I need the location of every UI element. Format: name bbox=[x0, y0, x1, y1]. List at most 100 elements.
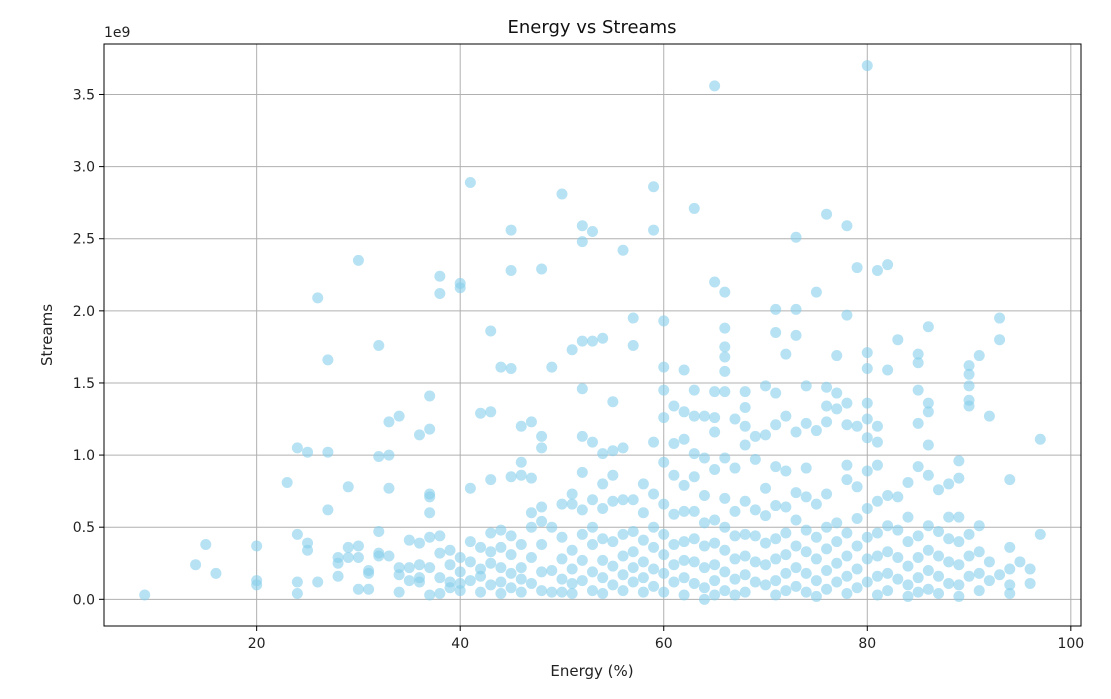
data-point bbox=[617, 550, 629, 562]
data-point bbox=[739, 420, 751, 432]
data-point bbox=[709, 575, 721, 587]
data-point bbox=[505, 471, 517, 483]
data-point bbox=[841, 474, 853, 486]
data-point bbox=[536, 515, 548, 527]
data-point bbox=[1004, 588, 1016, 600]
data-point bbox=[597, 332, 609, 344]
data-point bbox=[566, 588, 578, 600]
data-point bbox=[566, 577, 578, 589]
data-point bbox=[994, 312, 1006, 324]
data-point bbox=[627, 526, 639, 538]
data-point bbox=[597, 572, 609, 584]
data-point bbox=[352, 540, 364, 552]
data-point bbox=[841, 527, 853, 539]
data-point bbox=[413, 537, 425, 549]
data-point bbox=[1024, 577, 1036, 589]
data-point bbox=[383, 482, 395, 494]
data-point bbox=[434, 547, 446, 559]
data-point bbox=[963, 550, 975, 562]
data-point bbox=[505, 264, 517, 276]
data-point bbox=[790, 580, 802, 592]
data-point bbox=[678, 505, 690, 517]
data-point bbox=[597, 478, 609, 490]
data-point bbox=[627, 576, 639, 588]
data-point bbox=[943, 556, 955, 568]
data-point bbox=[607, 579, 619, 591]
data-point bbox=[536, 263, 548, 275]
data-point bbox=[658, 498, 670, 510]
data-point bbox=[403, 575, 415, 587]
data-point bbox=[729, 505, 741, 517]
x-tick-label: 40 bbox=[451, 636, 469, 652]
x-tick-label: 60 bbox=[655, 636, 673, 652]
data-point bbox=[546, 564, 558, 576]
data-point bbox=[515, 420, 527, 432]
data-point bbox=[434, 288, 446, 300]
data-point bbox=[444, 582, 456, 594]
data-point bbox=[342, 541, 354, 553]
data-point bbox=[668, 559, 680, 571]
data-point bbox=[933, 526, 945, 538]
data-point bbox=[719, 521, 731, 533]
data-point bbox=[413, 429, 425, 441]
data-point bbox=[556, 531, 568, 543]
data-point bbox=[841, 397, 853, 409]
data-point bbox=[902, 560, 914, 572]
data-point bbox=[861, 347, 873, 359]
data-point bbox=[475, 541, 487, 553]
data-point bbox=[831, 517, 843, 529]
data-point bbox=[454, 566, 466, 578]
data-point bbox=[342, 481, 354, 493]
data-point bbox=[587, 494, 598, 506]
data-point bbox=[770, 326, 782, 338]
data-point bbox=[576, 575, 588, 587]
data-point bbox=[648, 580, 660, 592]
data-point bbox=[678, 572, 690, 584]
data-point bbox=[709, 464, 721, 476]
y-tick-label: 3.5 bbox=[73, 87, 95, 103]
data-point bbox=[760, 510, 772, 522]
data-point bbox=[556, 573, 568, 585]
data-point bbox=[648, 521, 660, 533]
data-point bbox=[780, 410, 792, 422]
data-point bbox=[556, 586, 568, 598]
data-point bbox=[760, 559, 772, 571]
data-point bbox=[302, 544, 314, 556]
data-point bbox=[525, 472, 537, 484]
data-point bbox=[841, 220, 853, 232]
data-point bbox=[871, 589, 883, 601]
data-point bbox=[851, 481, 863, 493]
data-point bbox=[495, 562, 507, 574]
data-point bbox=[566, 344, 578, 356]
grid bbox=[104, 44, 1081, 626]
data-point bbox=[576, 504, 588, 516]
data-point bbox=[770, 533, 782, 545]
data-point bbox=[922, 564, 934, 576]
data-point bbox=[973, 567, 985, 579]
data-point bbox=[861, 465, 873, 477]
data-point bbox=[770, 500, 782, 512]
data-point bbox=[882, 259, 894, 271]
data-point bbox=[800, 491, 812, 503]
data-point bbox=[373, 339, 385, 351]
data-point bbox=[393, 586, 405, 598]
data-point bbox=[434, 530, 446, 542]
data-point bbox=[464, 556, 476, 568]
data-point bbox=[251, 579, 263, 591]
data-point bbox=[678, 433, 690, 445]
data-point bbox=[933, 570, 945, 582]
data-point bbox=[851, 420, 863, 432]
data-point bbox=[882, 364, 894, 376]
data-point bbox=[760, 482, 772, 494]
data-point bbox=[861, 531, 873, 543]
data-point bbox=[719, 341, 731, 353]
data-point bbox=[780, 348, 792, 360]
data-point bbox=[637, 507, 649, 519]
data-point bbox=[525, 551, 537, 563]
data-point bbox=[821, 543, 833, 555]
data-point bbox=[1004, 579, 1016, 591]
data-point bbox=[607, 469, 619, 481]
data-point bbox=[505, 224, 517, 236]
data-point bbox=[780, 527, 792, 539]
data-point bbox=[882, 489, 894, 501]
